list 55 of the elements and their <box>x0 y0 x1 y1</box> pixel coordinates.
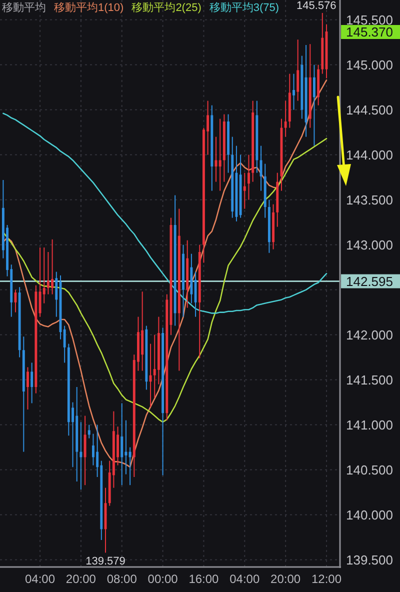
text: 移動平均1(10) <box>54 2 124 14</box>
candlestick <box>88 424 90 439</box>
annotation: 139.579 <box>86 556 126 568</box>
y-tick-label: 142.000 <box>346 327 393 342</box>
candlestick <box>51 238 54 295</box>
text: 移動平均3(75) <box>209 2 280 14</box>
line-series <box>2 138 328 423</box>
x-tick-label: 12:00 <box>311 572 342 586</box>
text: 移動平均2(25) <box>132 2 202 14</box>
candlestick <box>194 271 197 318</box>
candlestick <box>26 366 29 410</box>
x-tick-label: 00:00 <box>148 572 178 586</box>
y-tick-label: 143.500 <box>346 192 393 208</box>
y-tick-label: 144.000 <box>346 147 393 162</box>
x-tick-label: 16:00 <box>188 572 220 586</box>
candlestick <box>218 118 222 192</box>
candlestick <box>312 64 316 146</box>
candlestick <box>63 325 66 364</box>
candlestick <box>14 289 17 313</box>
candlestick <box>128 446 132 486</box>
x-tick-label: 20:00 <box>66 572 96 586</box>
y-tick-label: 145.500 <box>346 12 393 28</box>
legend-title: 移動平均 <box>2 2 46 14</box>
x-tick-label: 08:00 <box>106 572 138 586</box>
y-tick-label: 143.000 <box>346 237 393 252</box>
line-series <box>2 112 328 314</box>
x-tick-label: 20:00 <box>270 572 301 586</box>
candlestick <box>248 154 250 200</box>
candlestick <box>46 252 50 295</box>
x-tick-label: 04:00 <box>230 572 260 586</box>
y-tick-label: 141.500 <box>346 372 393 388</box>
line-series <box>2 79 328 468</box>
ref-line-label: 142.595 <box>346 274 393 289</box>
y-tick-label: 139.500 <box>346 552 393 568</box>
candlestick <box>243 172 246 210</box>
candlestick <box>296 39 300 102</box>
x-tick-label: 04:00 <box>25 572 56 586</box>
text: 145.370 <box>346 24 393 40</box>
y-tick-label: 140.000 <box>346 507 393 522</box>
y-tick-label: 141.000 <box>346 417 393 432</box>
y-tick-label: 144.500 <box>346 102 393 118</box>
candlestick <box>284 100 287 138</box>
candlestick <box>120 402 124 486</box>
candlestick <box>84 415 86 486</box>
candlestick <box>124 420 128 475</box>
candlestick <box>80 422 82 490</box>
y-tick-label: 140.500 <box>346 462 393 478</box>
candlestick <box>292 73 295 110</box>
candlestick <box>92 433 94 466</box>
annotation: 145.576 <box>296 0 336 12</box>
candlestick <box>30 362 34 404</box>
candlestick <box>153 334 156 398</box>
y-tick-label: 145.000 <box>346 57 393 72</box>
candlestick <box>55 271 58 318</box>
candlestick <box>38 247 42 318</box>
